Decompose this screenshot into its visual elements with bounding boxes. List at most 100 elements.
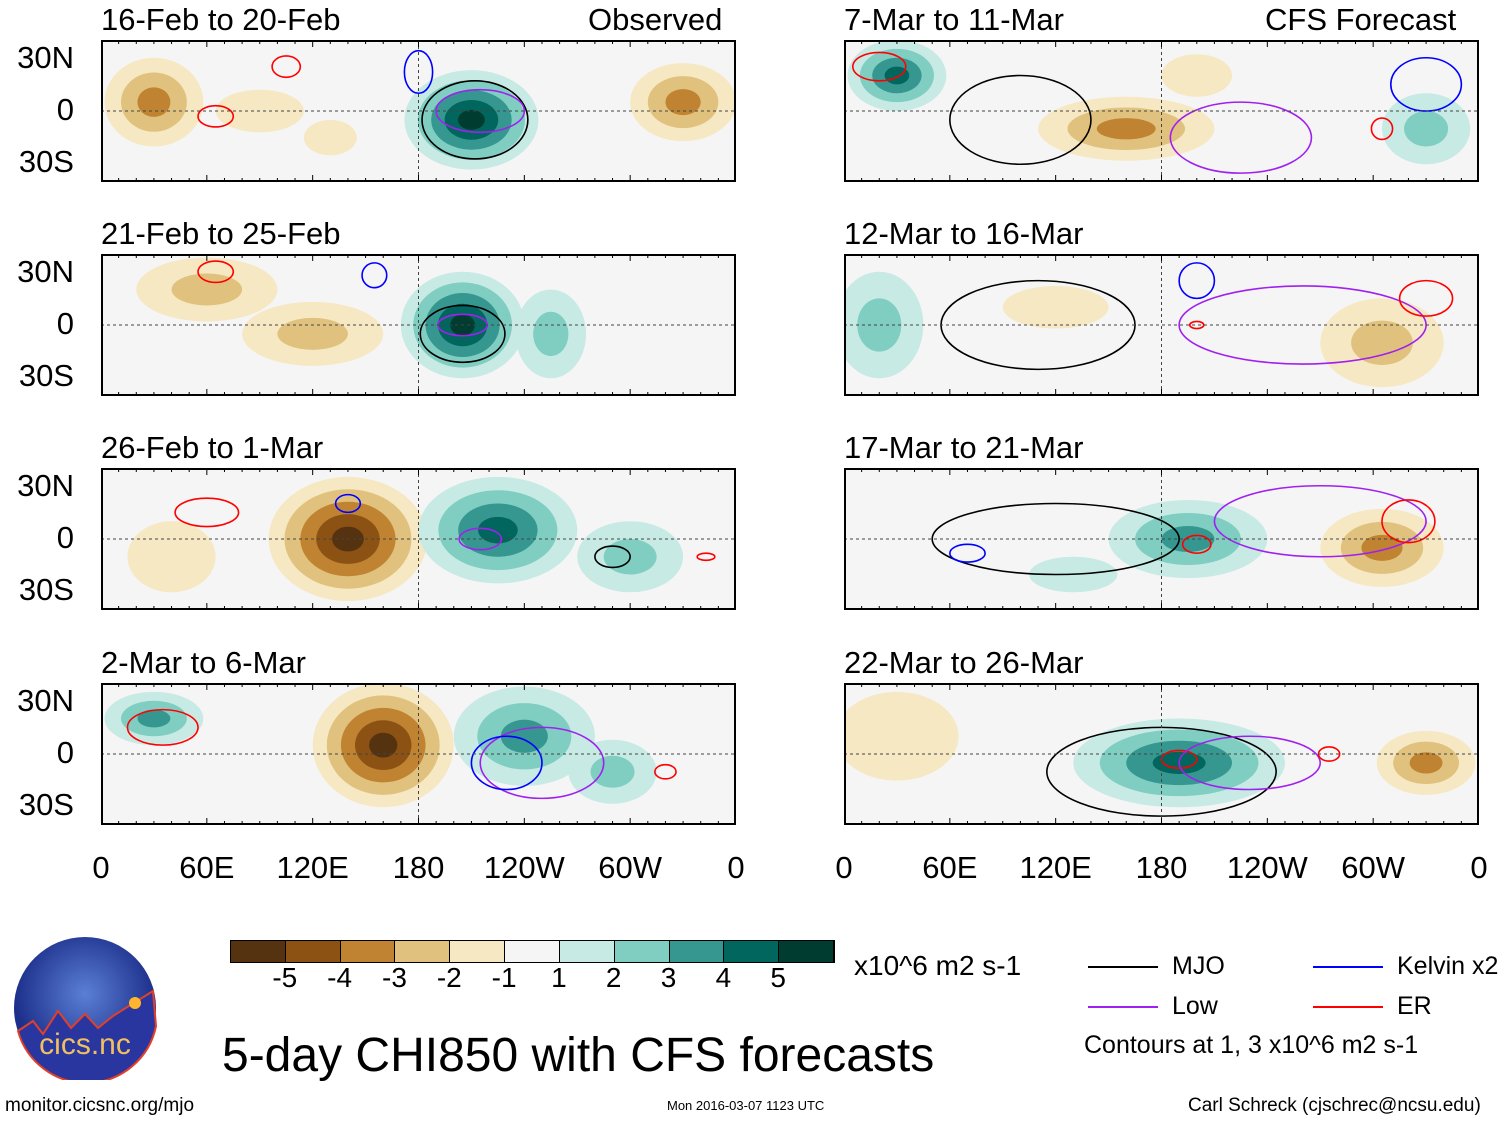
er-contour [696,552,716,562]
footer-timestamp: Mon 2016-03-07 1123 UTC [667,1098,825,1113]
anomaly-shading [533,311,569,357]
kelvin-contour [470,735,543,791]
er-contour [197,260,235,284]
lon-label: 60W [1341,850,1406,885]
map-panel [101,40,736,182]
lat-label: 0 [56,735,74,770]
er-contour [271,55,302,79]
anomaly-shading [844,691,959,781]
mjo-contour [931,502,1180,576]
map-panel [844,254,1479,396]
anomaly-shading [1002,285,1109,329]
er-contour [1160,749,1198,769]
legend-line [1088,966,1158,968]
lon-label: 60W [598,850,663,885]
lon-label: 120W [483,850,565,885]
colorbar-swatch [450,941,506,962]
cics-logo: cics.nc [14,937,157,1080]
map-panel [101,254,736,396]
mjo-contour [419,304,506,364]
kelvin-contour [403,49,434,95]
colorbar-swatch [614,941,670,962]
panel-title: 26-Feb to 1-Mar [101,430,324,465]
colorbar-swatch [505,941,560,962]
er-contour [197,104,235,128]
lat-label: 30S [18,787,74,822]
colorbar-label: 4 [715,962,732,993]
kelvin-contour [334,493,362,514]
colorbar-swatch [724,941,780,962]
lat-label: 30N [17,254,74,289]
lon-label: 120W [1226,850,1308,885]
logo-text: cics.nc [39,1028,131,1061]
anomaly-shading [137,87,171,117]
lon-label: 0 [1470,850,1488,885]
map-panel [101,468,736,610]
anomaly-shading [1361,534,1403,561]
colorbar-label: -2 [436,962,462,993]
anomaly-shading [1404,111,1449,147]
low-contour [458,527,503,551]
low-contour [479,726,605,800]
kelvin-contour [361,262,388,289]
lat-label: 30S [18,144,74,179]
colorbar-label: -1 [491,962,517,993]
mjo-contour [594,545,631,569]
lon-label: 120E [1019,850,1092,885]
footer-author: Carl Schreck (cjschrec@ncsu.edu) [1188,1095,1481,1116]
er-contour [852,51,907,82]
colorbar-label: -5 [272,962,298,993]
map-panel [844,683,1479,825]
legend-label: MJO [1172,952,1225,980]
legend-line [1088,1006,1158,1008]
er-contour [654,763,677,780]
legend-label: Kelvin x2 [1397,952,1499,980]
observed-label: Observed [588,2,723,37]
colorbar-label: 1 [551,962,567,993]
figure-title: 5-day CHI850 with CFS forecasts [222,1029,935,1082]
low-contour [435,88,526,134]
low-contour [1213,484,1427,558]
er-contour [1381,499,1436,544]
colorbar-swatch [559,941,615,962]
panel-title: 22-Mar to 26-Mar [844,645,1084,680]
colorbar-swatch [669,941,725,962]
legend-label: Low [1172,992,1218,1020]
map-panel [844,468,1479,610]
map-panel [844,40,1479,182]
colorbar-units: x10^6 m2 s-1 [854,950,1022,981]
er-contour [1370,117,1394,141]
lon-label: 0 [92,850,110,885]
anomaly-shading [171,273,243,306]
anomaly-shading [1351,320,1413,365]
lat-label: 30N [17,40,74,75]
panel-title: 2-Mar to 6-Mar [101,645,306,680]
kelvin-contour [949,543,986,563]
footer-url[interactable]: monitor.cicsnc.org/mjo [5,1095,195,1116]
panel-title: 21-Feb to 25-Feb [101,216,341,251]
anomaly-shading [137,709,171,728]
legend-line [1313,966,1383,968]
mjo-contour [421,80,529,160]
er-contour [1181,534,1212,554]
colorbar-label: -3 [382,962,407,993]
panel-title: 12-Mar to 16-Mar [844,216,1084,251]
anomaly-shading [458,109,485,130]
lon-label: 0 [727,850,745,885]
anomaly-shading [590,755,635,788]
low-contour [1169,101,1313,174]
colorbar-swatch [285,941,341,962]
er-contour [1398,279,1454,317]
colorbar-label: -4 [327,962,353,993]
panel-title: 7-Mar to 11-Mar [844,2,1064,37]
lat-label: 0 [56,520,74,555]
lon-label: 120E [276,850,349,885]
er-contour [174,497,240,528]
er-contour [1188,320,1205,330]
lat-label: 0 [56,92,74,127]
lat-label: 0 [56,306,74,341]
colorbar-label: 3 [660,962,677,993]
anomaly-shading [369,732,398,758]
panel-title: 17-Mar to 21-Mar [844,430,1084,465]
anomaly-shading [303,119,357,156]
